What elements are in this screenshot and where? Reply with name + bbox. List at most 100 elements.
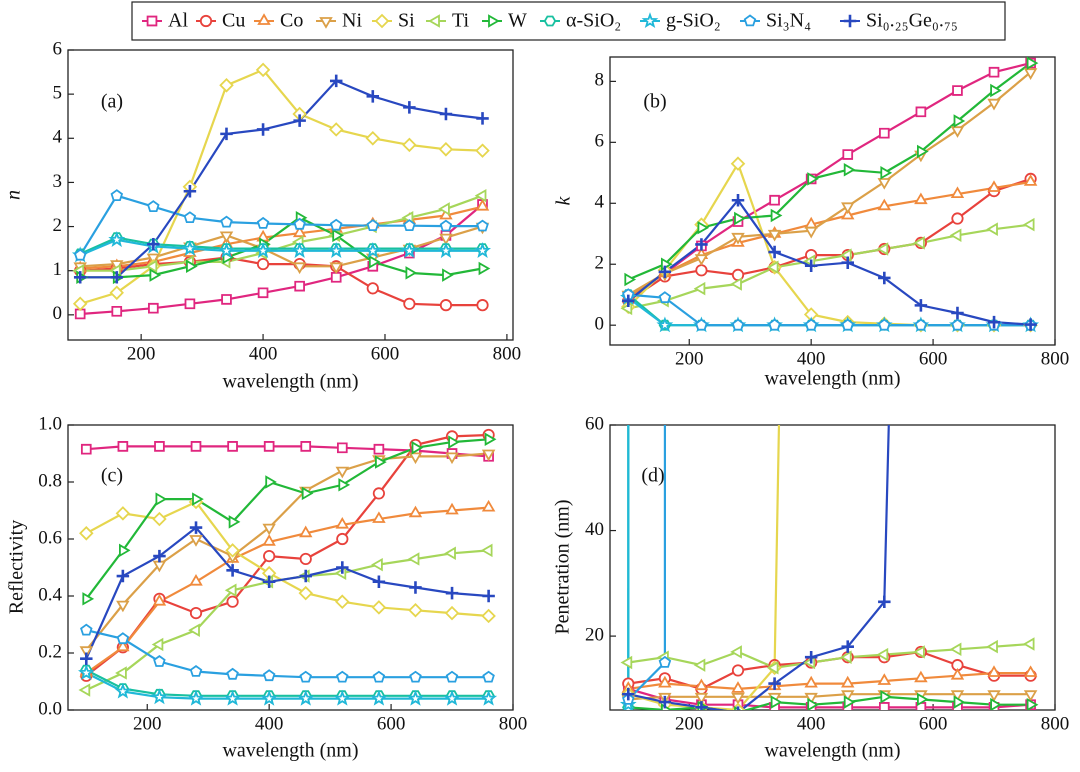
legend-marker	[641, 12, 659, 29]
x-tick-label: 600	[919, 348, 948, 369]
data-point	[840, 650, 852, 664]
data-point	[474, 188, 487, 203]
data-point	[146, 253, 161, 266]
data-point	[80, 443, 92, 455]
data-point	[987, 690, 1001, 702]
data-point	[1023, 174, 1038, 186]
data-point	[731, 681, 745, 693]
data-point	[913, 645, 925, 659]
data-point	[658, 291, 672, 304]
data-point	[257, 287, 269, 299]
data-point	[256, 258, 270, 271]
data-point	[152, 593, 167, 606]
data-point	[987, 180, 1001, 192]
data-point	[408, 452, 423, 465]
x-tick-label: 200	[133, 713, 162, 734]
data-point	[987, 315, 1001, 329]
legend-label: Ni	[342, 10, 362, 32]
data-point	[474, 241, 491, 259]
series-line	[86, 445, 489, 458]
data-point	[115, 506, 131, 521]
data-point	[481, 608, 496, 624]
x-tick-label: 400	[797, 713, 826, 734]
series-line	[627, 161, 1031, 327]
data-point	[263, 550, 276, 563]
data-point	[73, 271, 87, 284]
data-point	[877, 673, 892, 685]
data-point	[299, 670, 312, 683]
data-point	[443, 689, 461, 706]
data-point	[475, 143, 490, 158]
data-point	[148, 302, 159, 314]
data-point	[189, 574, 203, 586]
data-point	[116, 600, 130, 613]
data-point	[804, 650, 818, 664]
legend-label: Al	[168, 10, 188, 32]
data-point	[951, 659, 964, 672]
data-point	[403, 101, 416, 114]
data-point	[444, 546, 456, 560]
y-tick-label: 40	[585, 519, 604, 540]
data-point	[338, 478, 351, 492]
legend-label: g-SiO₂	[666, 10, 721, 32]
data-point	[301, 486, 314, 501]
data-point	[1022, 637, 1035, 651]
data-point	[953, 695, 966, 709]
y-tick-label: 5	[53, 82, 63, 103]
data-point	[730, 277, 742, 291]
data-point	[336, 561, 349, 574]
y-tick-label: 2	[595, 253, 605, 274]
data-point	[79, 646, 94, 658]
x-axis-label: wavelength (nm)	[764, 740, 900, 762]
series-line	[627, 198, 1031, 326]
data-point	[403, 297, 416, 310]
data-point	[265, 475, 277, 489]
data-point	[116, 569, 130, 583]
data-point	[990, 697, 1002, 710]
data-point	[328, 122, 344, 137]
data-point	[409, 670, 422, 683]
data-point	[695, 701, 708, 710]
data-point	[291, 242, 309, 259]
data-point	[292, 262, 307, 275]
data-point	[372, 511, 386, 523]
data-point	[445, 586, 459, 600]
data-point	[294, 280, 305, 292]
y-tick-label: 6	[595, 131, 605, 152]
plot-area	[78, 428, 498, 706]
x-tick-label: 800	[493, 343, 522, 364]
y-tick-label: 0.8	[38, 470, 62, 491]
data-point	[262, 523, 276, 536]
series-line	[627, 687, 1031, 709]
data-point	[731, 232, 745, 245]
data-point	[335, 517, 350, 529]
y-tick-label: 20	[585, 624, 604, 645]
y-tick-label: 0	[595, 314, 605, 335]
data-point	[480, 543, 493, 558]
data-point	[407, 689, 424, 706]
legend-marker	[488, 14, 500, 28]
y-axis-label: Reflectivity	[6, 520, 28, 614]
data-point	[880, 690, 893, 704]
data-point	[475, 198, 490, 211]
y-tick-label: 60	[585, 413, 604, 434]
data-point	[482, 589, 495, 603]
data-point	[878, 271, 891, 285]
data-point	[731, 193, 745, 207]
data-point	[110, 189, 124, 201]
data-point	[256, 123, 270, 136]
data-point	[770, 695, 783, 709]
y-tick-label: 0	[53, 303, 63, 324]
data-point	[877, 178, 892, 190]
data-point	[484, 432, 497, 446]
data-point	[299, 569, 312, 583]
data-point	[1022, 217, 1035, 232]
data-point	[78, 664, 95, 681]
data-point	[111, 305, 123, 317]
data-point	[330, 272, 342, 283]
data-point	[366, 90, 380, 103]
data-point	[147, 237, 160, 251]
legend-label: Si	[398, 10, 415, 32]
data-point	[804, 692, 818, 705]
data-point	[186, 259, 198, 274]
